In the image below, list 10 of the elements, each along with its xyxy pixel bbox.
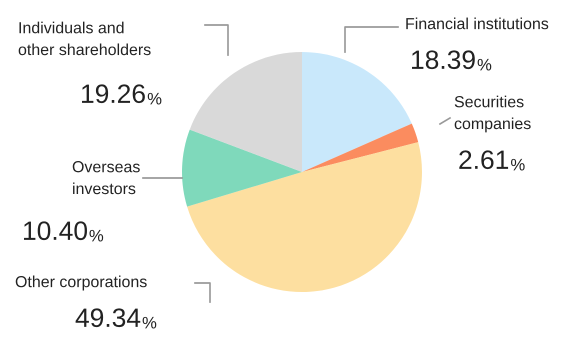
slice-label: Other corporations <box>16 276 147 290</box>
data-label: 18.39% <box>412 50 492 70</box>
data-label: 49.34% <box>76 308 156 328</box>
data-label: 2.61% <box>459 150 525 170</box>
slice-label: Financial institutions <box>406 18 548 30</box>
slice-label: Individuals and other shareholders <box>18 22 151 56</box>
slice-label: Overseas investors <box>72 161 140 194</box>
data-label: 10.40% <box>24 221 104 242</box>
slice-label: Securities companies <box>454 96 531 132</box>
data-label: 19.26% <box>82 84 162 104</box>
